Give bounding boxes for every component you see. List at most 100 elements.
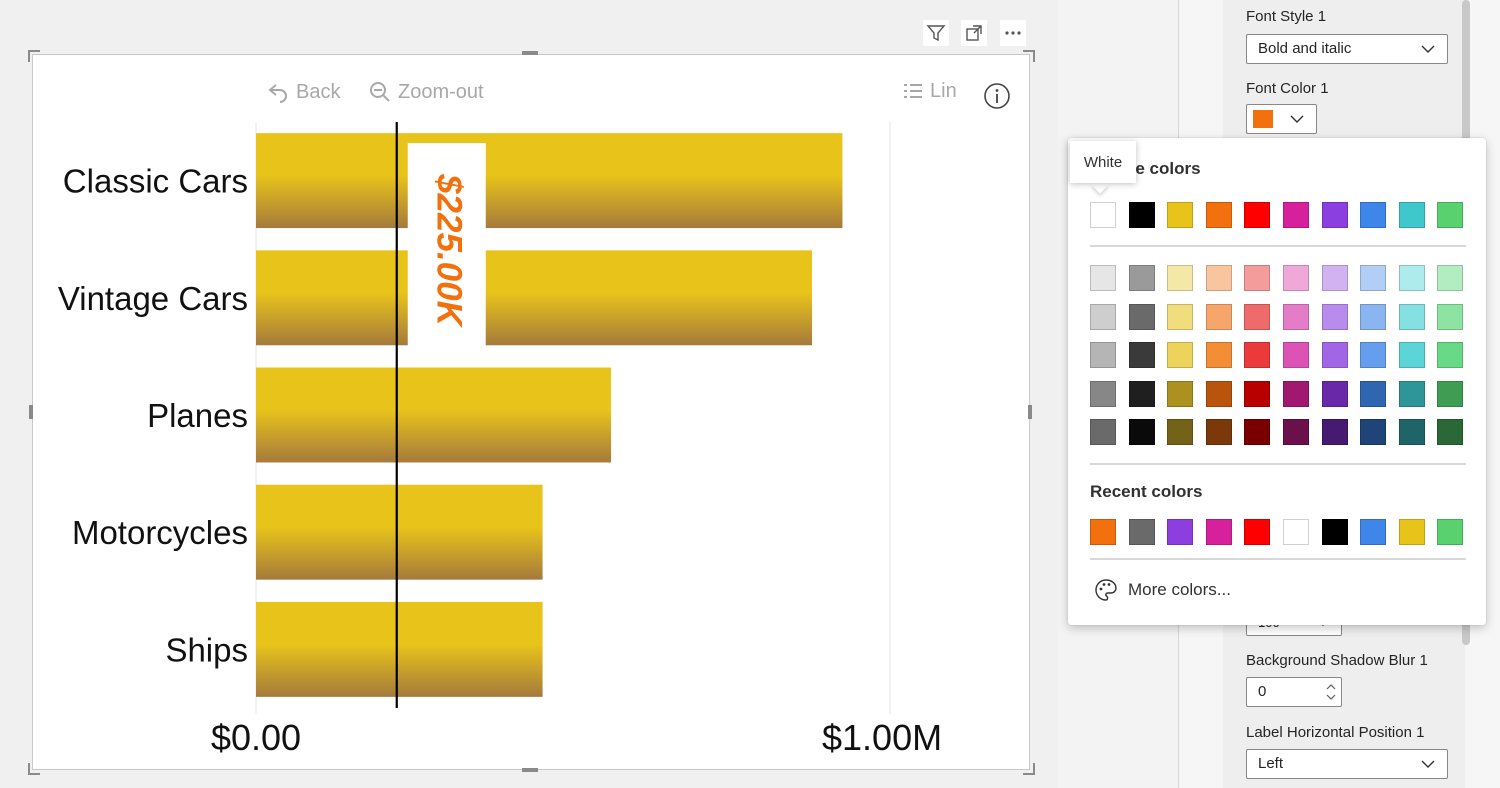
shade-color-swatch[interactable]: [1321, 380, 1348, 407]
recent-color-swatch[interactable]: [1321, 519, 1348, 545]
shade-color-swatch[interactable]: [1283, 342, 1309, 369]
recent-color-swatch[interactable]: [1167, 519, 1194, 545]
resize-handle[interactable]: [522, 51, 538, 55]
filter-icon[interactable]: [923, 20, 949, 46]
shade-color-swatch[interactable]: [1437, 303, 1464, 330]
theme-color-swatch[interactable]: [1360, 202, 1387, 228]
shade-color-swatch[interactable]: [1205, 303, 1232, 330]
shade-color-swatch[interactable]: [1090, 380, 1116, 407]
shade-color-swatch[interactable]: [1090, 303, 1116, 330]
theme-color-swatch[interactable]: [1321, 202, 1348, 228]
shade-color-swatch[interactable]: [1167, 419, 1194, 446]
shade-color-swatch[interactable]: [1090, 419, 1116, 446]
chevron-down-icon: [1290, 115, 1304, 123]
shade-color-swatch[interactable]: [1244, 419, 1271, 446]
more-options-icon[interactable]: [1000, 20, 1026, 46]
lin-button[interactable]: Lin: [902, 80, 957, 103]
theme-color-swatch[interactable]: [1205, 202, 1232, 228]
shade-color-swatch[interactable]: [1321, 419, 1348, 446]
theme-color-swatch[interactable]: [1244, 202, 1271, 228]
theme-color-swatch[interactable]: [1283, 202, 1309, 228]
resize-handle[interactable]: [28, 763, 40, 775]
shade-color-swatch[interactable]: [1321, 303, 1348, 330]
shade-color-swatch[interactable]: [1360, 419, 1387, 446]
shade-color-swatch[interactable]: [1167, 265, 1194, 291]
bar-motorcycles[interactable]: [256, 484, 543, 580]
shade-color-swatch[interactable]: [1128, 265, 1155, 291]
resize-handle[interactable]: [1023, 50, 1035, 62]
resize-handle[interactable]: [1023, 763, 1035, 775]
theme-color-swatch[interactable]: [1167, 202, 1194, 228]
recent-color-swatch[interactable]: [1205, 519, 1232, 545]
shade-color-swatch[interactable]: [1283, 419, 1309, 446]
bar-classic-cars[interactable]: [256, 133, 843, 229]
shade-color-swatch[interactable]: [1360, 265, 1387, 291]
shade-color-swatch[interactable]: [1128, 380, 1155, 407]
theme-color-swatch[interactable]: [1090, 202, 1116, 228]
info-icon[interactable]: [983, 82, 1011, 110]
recent-color-swatch[interactable]: [1128, 519, 1155, 545]
shade-color-swatch[interactable]: [1437, 342, 1464, 369]
shade-color-swatch[interactable]: [1128, 303, 1155, 330]
theme-color-swatch[interactable]: [1128, 202, 1155, 228]
resize-handle[interactable]: [28, 50, 40, 62]
shade-color-swatch[interactable]: [1244, 342, 1271, 369]
shade-color-swatch[interactable]: [1167, 303, 1194, 330]
recent-color-swatch[interactable]: [1437, 519, 1464, 545]
back-button[interactable]: Back: [266, 80, 340, 104]
shade-color-swatch[interactable]: [1205, 265, 1232, 291]
shade-color-swatch[interactable]: [1321, 342, 1348, 369]
shade-color-swatch[interactable]: [1398, 342, 1425, 369]
shade-color-swatch[interactable]: [1167, 380, 1194, 407]
category-label: Motorcycles: [72, 514, 248, 551]
shade-color-swatch[interactable]: [1398, 303, 1425, 330]
shade-color-swatch[interactable]: [1437, 265, 1464, 291]
font-color-picker[interactable]: [1246, 104, 1317, 134]
shade-color-swatch[interactable]: [1167, 342, 1194, 369]
bar-planes[interactable]: [256, 367, 612, 463]
shade-color-swatch[interactable]: [1283, 380, 1309, 407]
recent-color-swatch[interactable]: [1090, 519, 1116, 545]
shade-color-swatch[interactable]: [1205, 419, 1232, 446]
bar-vintage-cars[interactable]: [256, 250, 813, 346]
spinner-arrows-icon[interactable]: [1325, 680, 1337, 704]
shade-color-swatch[interactable]: [1398, 265, 1425, 291]
shade-color-swatch[interactable]: [1244, 380, 1271, 407]
resize-handle[interactable]: [29, 405, 33, 419]
more-colors-label: More colors...: [1128, 580, 1231, 599]
shade-color-swatch[interactable]: [1244, 303, 1271, 330]
shadow-blur-spinner[interactable]: 0: [1246, 677, 1342, 707]
theme-color-swatch[interactable]: [1398, 202, 1425, 228]
shade-color-swatch[interactable]: [1128, 342, 1155, 369]
shade-color-swatch[interactable]: [1090, 265, 1116, 291]
shade-color-swatch[interactable]: [1283, 303, 1309, 330]
shade-color-swatch[interactable]: [1244, 265, 1271, 291]
shade-color-swatch[interactable]: [1360, 303, 1387, 330]
shade-color-swatch[interactable]: [1398, 380, 1425, 407]
shade-color-swatch[interactable]: [1398, 419, 1425, 446]
shade-color-swatch[interactable]: [1321, 265, 1348, 291]
bar-ships[interactable]: [256, 601, 543, 697]
shade-color-swatch[interactable]: [1360, 342, 1387, 369]
shade-color-swatch[interactable]: [1283, 265, 1309, 291]
shade-color-swatch[interactable]: [1090, 342, 1116, 369]
shade-color-swatch[interactable]: [1128, 419, 1155, 446]
shade-color-swatch[interactable]: [1205, 380, 1232, 407]
shade-color-swatch[interactable]: [1437, 380, 1464, 407]
shade-color-swatch[interactable]: [1205, 342, 1232, 369]
recent-color-swatch[interactable]: [1398, 519, 1425, 545]
recent-color-swatch[interactable]: [1244, 519, 1271, 545]
more-colors-button[interactable]: More colors...: [1094, 578, 1231, 602]
resize-handle[interactable]: [522, 768, 538, 772]
label-hpos-dropdown[interactable]: Left: [1246, 749, 1448, 779]
category-label: Vintage Cars: [58, 280, 248, 317]
recent-color-swatch[interactable]: [1360, 519, 1387, 545]
font-style-dropdown[interactable]: Bold and italic: [1246, 34, 1448, 64]
theme-color-swatch[interactable]: [1437, 202, 1464, 228]
recent-color-swatch[interactable]: [1283, 519, 1309, 545]
shade-color-swatch[interactable]: [1360, 380, 1387, 407]
focus-mode-icon[interactable]: [961, 20, 987, 46]
zoom-out-button[interactable]: Zoom-out: [368, 80, 484, 104]
shade-color-swatch[interactable]: [1437, 419, 1464, 446]
resize-handle[interactable]: [1028, 405, 1032, 419]
